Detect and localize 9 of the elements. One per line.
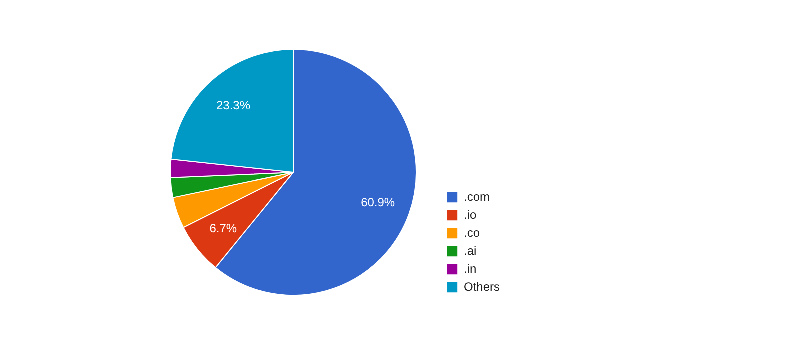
legend-label: .ai bbox=[464, 244, 478, 258]
data-label: 60.9% bbox=[361, 196, 396, 210]
legend-label: .co bbox=[464, 226, 482, 240]
legend-label: .com bbox=[464, 190, 490, 204]
legend-label: .in bbox=[464, 262, 478, 276]
legend-label: Others bbox=[464, 280, 500, 294]
data-label: 23.3% bbox=[216, 98, 251, 113]
data-label: 6.7% bbox=[210, 222, 238, 236]
legend-label: .io bbox=[464, 208, 478, 222]
